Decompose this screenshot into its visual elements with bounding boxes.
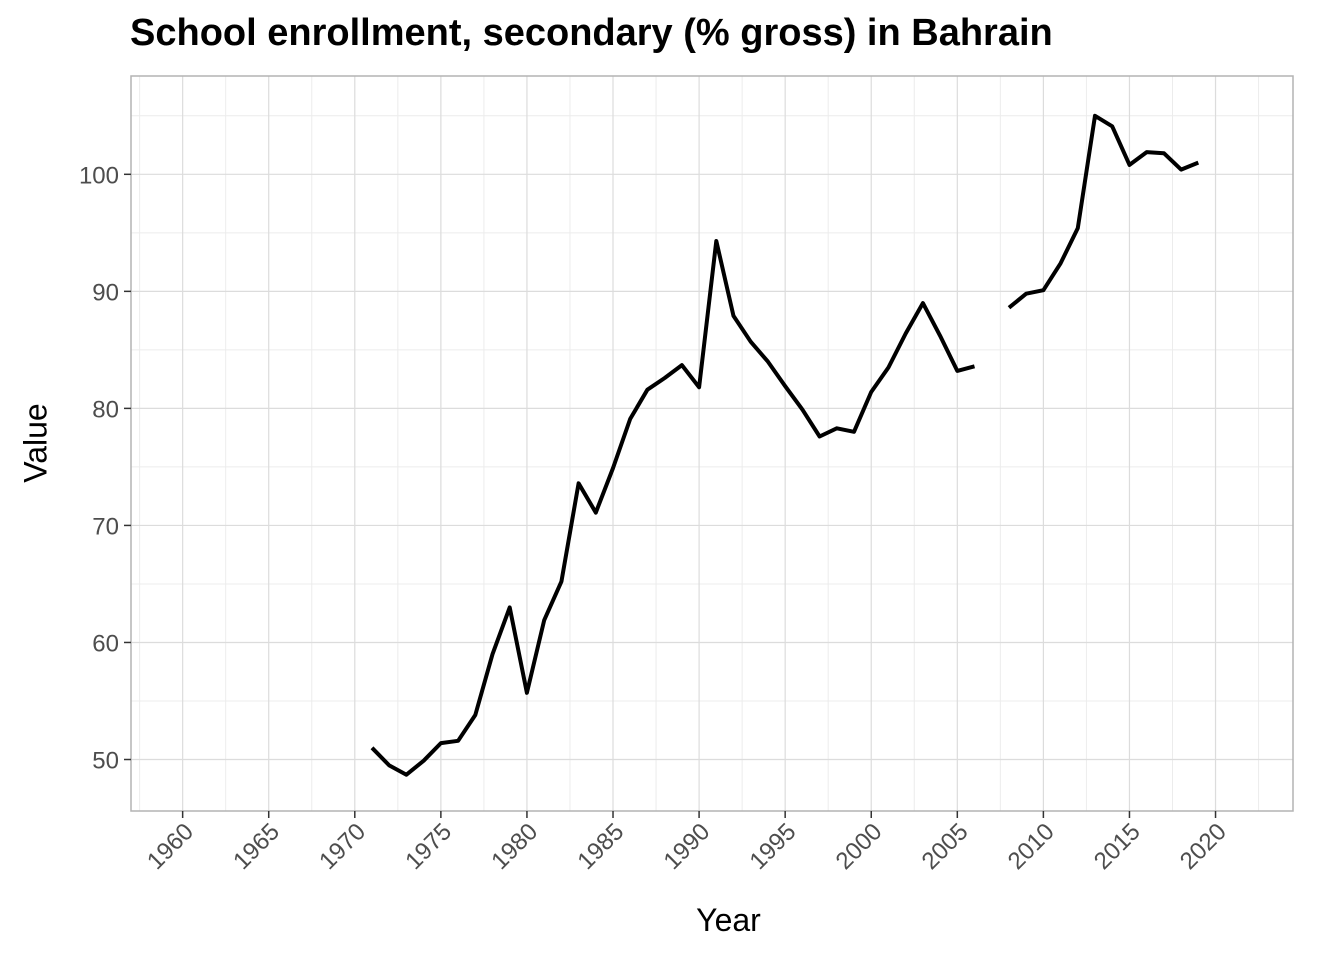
y-tick-label: 80: [92, 396, 119, 423]
series-line-segment: [1007, 113, 1200, 310]
x-tick-label: 2000: [831, 818, 888, 875]
x-tick-label: 1975: [400, 818, 457, 875]
x-tick-label: 1995: [745, 818, 802, 875]
x-tick-label: 1990: [658, 818, 715, 875]
x-tick-label: 2005: [917, 818, 974, 875]
y-tick-label: 90: [92, 279, 119, 306]
chart-title: School enrollment, secondary (% gross) i…: [130, 12, 1053, 54]
x-tick-label: 1965: [228, 818, 285, 875]
x-tick-label: 1970: [314, 818, 371, 875]
panel-border: [130, 75, 1294, 812]
x-tick-label: 1985: [572, 818, 629, 875]
y-tick-label: 70: [92, 513, 119, 540]
x-axis-title: Year: [696, 902, 761, 938]
y-tick-label: 50: [92, 748, 119, 775]
x-tick-label: 1980: [486, 818, 543, 875]
x-tick-label: 1960: [142, 818, 199, 875]
y-tick-label: 100: [79, 162, 119, 189]
series-line-segment: [370, 239, 976, 777]
y-tick-label: 60: [92, 630, 119, 657]
x-tick-label: 2015: [1089, 818, 1146, 875]
x-tick-label: 2020: [1175, 818, 1232, 875]
x-tick-label: 2010: [1003, 818, 1060, 875]
